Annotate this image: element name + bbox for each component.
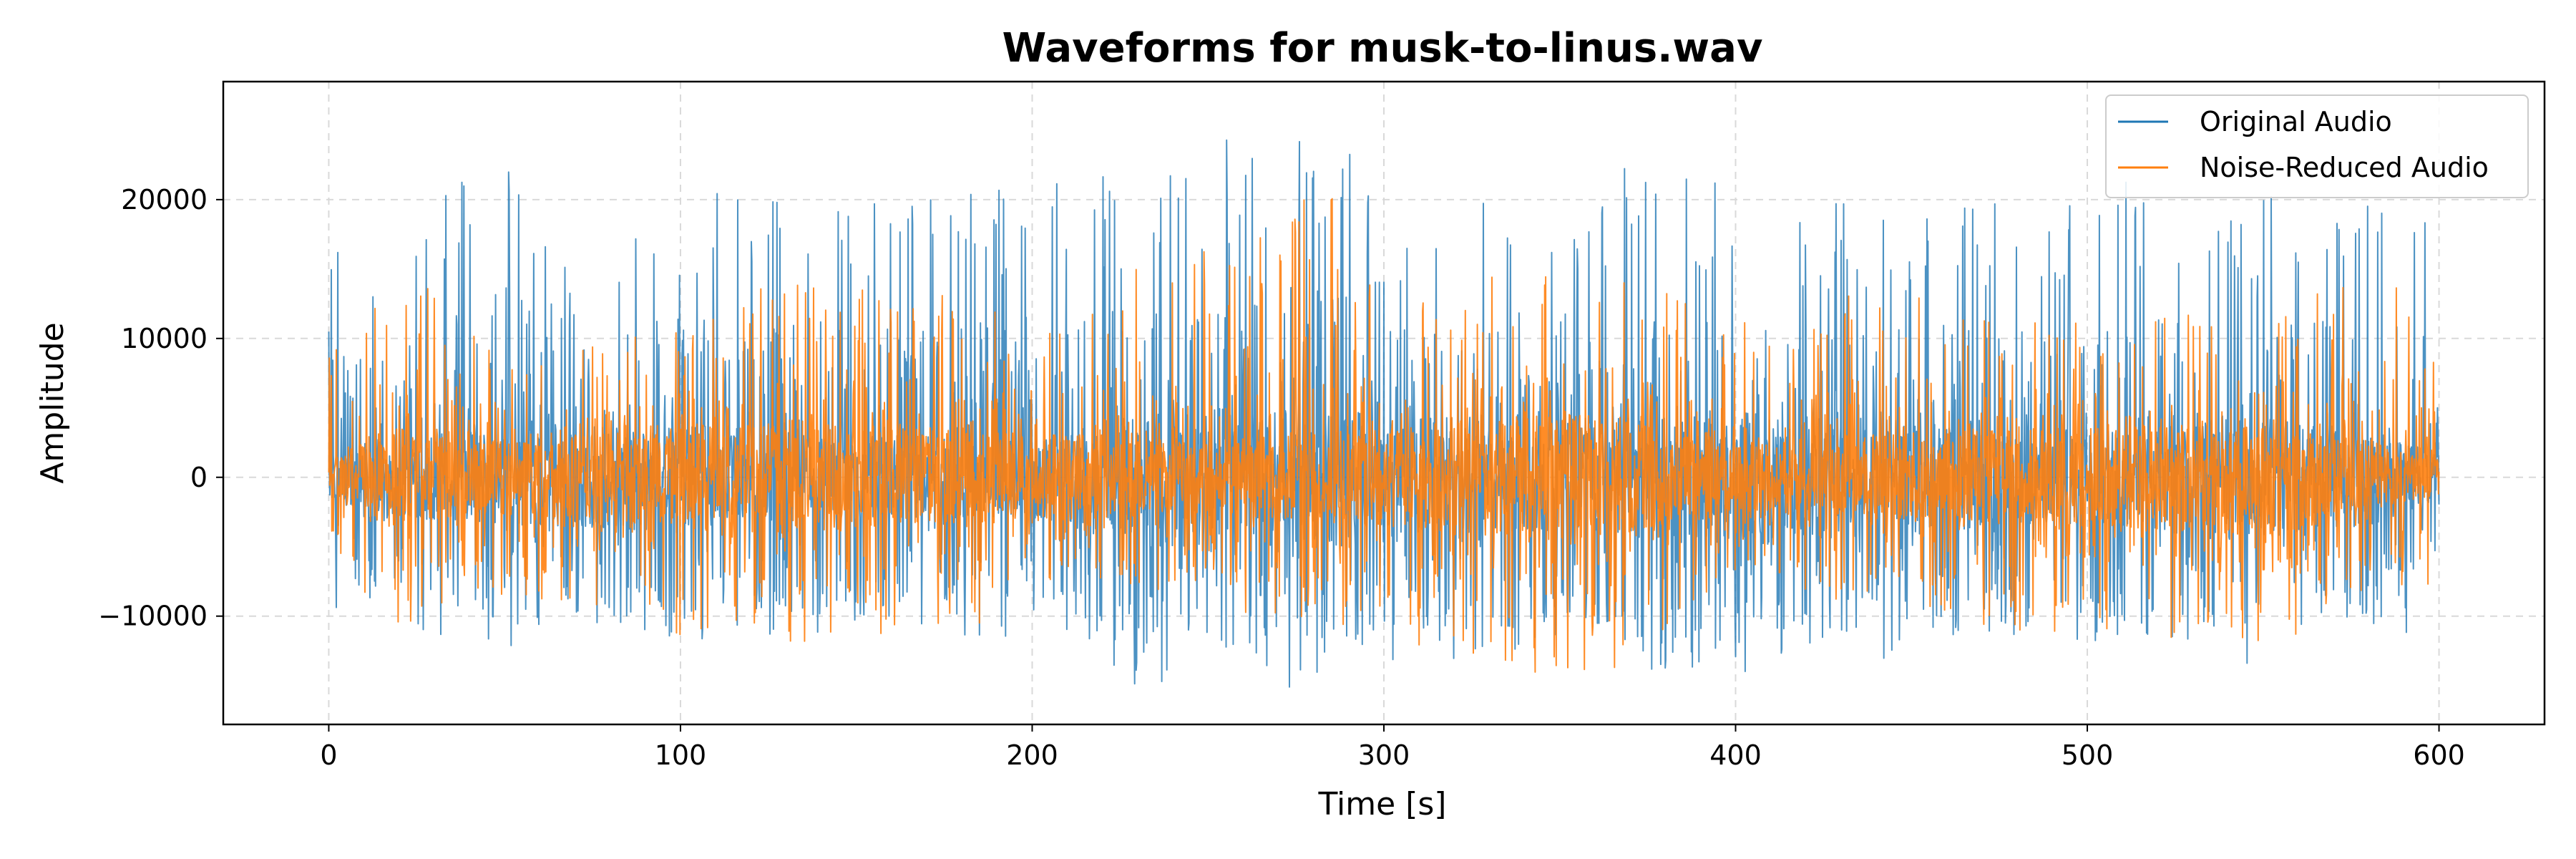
- y-tick-label: 20000: [121, 184, 208, 215]
- y-axis-label: Amplitude: [34, 322, 71, 483]
- x-axis-label: Time [s]: [1318, 786, 1447, 822]
- legend-label-noise-reduced-audio: Noise-Reduced Audio: [2200, 152, 2489, 183]
- chart-title: Waveforms for musk-to-linus.wav: [1002, 25, 1763, 72]
- x-tick-label: 100: [655, 739, 707, 771]
- x-axis: 0 100 200 300 400 500 600: [320, 724, 2465, 771]
- y-axis: −10000 0 10000 20000: [98, 184, 223, 632]
- x-tick-label: 400: [1709, 739, 1762, 771]
- series-layer: [328, 139, 2440, 688]
- legend-frame: [2105, 94, 2529, 198]
- x-tick-label: 600: [2413, 739, 2465, 771]
- x-tick-label: 200: [1006, 739, 1058, 771]
- y-tick-label: 10000: [121, 323, 208, 354]
- legend: Original Audio Noise-Reduced Audio: [2105, 94, 2529, 198]
- x-tick-label: 300: [1358, 739, 1410, 771]
- series-line-noise-reduced-audio: [328, 198, 2440, 673]
- x-tick-label: 500: [2062, 739, 2114, 771]
- y-tick-label: −10000: [98, 601, 208, 632]
- y-tick-label: 0: [190, 462, 208, 493]
- x-tick-label: 0: [320, 739, 337, 771]
- legend-label-original-audio: Original Audio: [2200, 106, 2392, 137]
